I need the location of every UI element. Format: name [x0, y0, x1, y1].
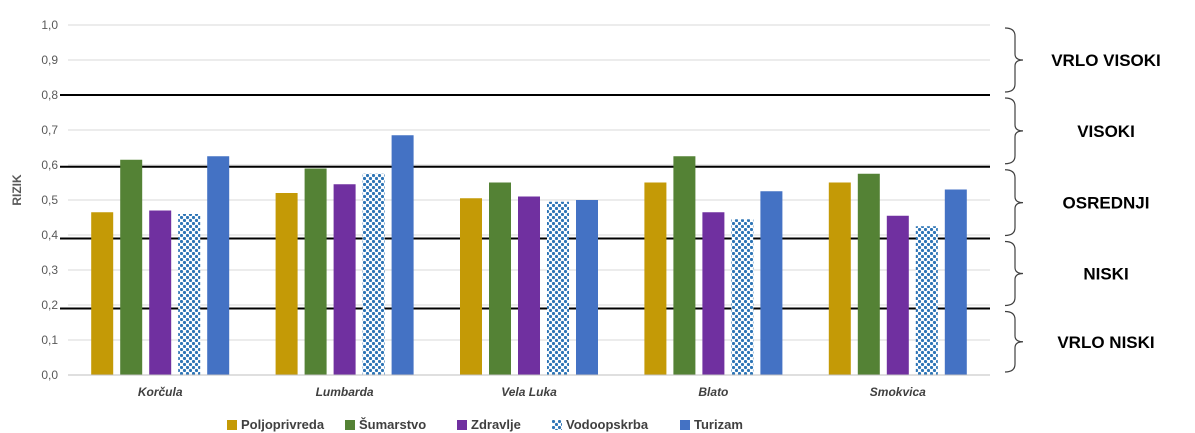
legend-swatch-vodoopskrba [552, 420, 562, 430]
bar-vodoopskrba [178, 214, 201, 375]
y-tick-label: 0,5 [41, 193, 58, 207]
zone-label: NISKI [1083, 265, 1128, 284]
bar-poljoprivreda [644, 182, 667, 375]
bar-zdravlje [702, 212, 725, 375]
legend-label: Poljoprivreda [241, 417, 325, 432]
bar-šumarstvo [489, 182, 511, 375]
zone-brace [1004, 27, 1024, 93]
bar-zdravlje [149, 210, 172, 375]
bar-poljoprivreda [828, 182, 851, 375]
zone-label: VRLO NISKI [1057, 333, 1154, 352]
bar-zdravlje [518, 196, 540, 375]
zone-label: VISOKI [1077, 122, 1135, 141]
y-tick-label: 0,7 [41, 123, 58, 137]
bar-šumarstvo [120, 159, 143, 375]
zone-brace [1004, 310, 1024, 373]
bar-turizam [207, 156, 230, 375]
bar-zdravlje [333, 184, 356, 375]
axes: 0,0 0,1 0,2 0,3 0,4 0,5 0,6 0,7 0,8 0,9 1,0 Korčula… [41, 18, 990, 399]
y-tick-label: 0,4 [41, 228, 58, 242]
y-tick-label: 0,3 [41, 263, 58, 277]
legend-swatch-turizam [680, 420, 690, 430]
legend: Poljoprivreda Šumarstvo Zdravlje Vodoopskrb… [227, 417, 743, 432]
legend-swatch-šumarstvo [345, 420, 355, 430]
y-tick-label: 0,0 [41, 368, 58, 382]
bar-vodoopskrba [547, 201, 569, 375]
bar-poljoprivreda [91, 212, 114, 375]
legend-label: Šumarstvo [359, 417, 426, 432]
legend-label: Zdravlje [471, 417, 521, 432]
y-axis-label: RIZIK [10, 174, 24, 206]
y-tick-label: 0,6 [41, 158, 58, 172]
legend-swatch-poljoprivreda [227, 420, 237, 430]
bar-vodoopskrba [362, 173, 385, 375]
x-category-label: Vela Luka [501, 385, 557, 399]
bar-šumarstvo [673, 156, 696, 375]
bar-turizam [760, 191, 783, 375]
bar-vodoopskrba [731, 219, 754, 375]
legend-label: Turizam [694, 417, 743, 432]
bar-turizam [391, 135, 414, 375]
bar-šumarstvo [857, 173, 880, 375]
y-tick-label: 0,9 [41, 53, 58, 67]
risk-zones: VRLO VISOKI VISOKI OSREDNJI NISKI VRLO NISKI [1004, 27, 1161, 373]
bar-turizam [576, 200, 598, 375]
y-tick-label: 0,8 [41, 88, 58, 102]
bar-zdravlje [886, 215, 909, 375]
x-category-label: Blato [698, 385, 728, 399]
x-category-label: Korčula [138, 385, 183, 399]
zone-label: OSREDNJI [1063, 194, 1150, 213]
zone-brace [1004, 97, 1024, 165]
bar-vodoopskrba [915, 226, 938, 375]
y-tick-label: 0,1 [41, 333, 58, 347]
x-category-label: Smokvica [870, 385, 926, 399]
bar-šumarstvo [304, 168, 327, 375]
bar-poljoprivreda [275, 193, 298, 375]
bar-turizam [944, 189, 967, 375]
legend-swatch-zdravlje [457, 420, 467, 430]
y-tick-label: 1,0 [41, 18, 58, 32]
bar-poljoprivreda [460, 198, 482, 375]
x-category-label: Lumbarda [316, 385, 374, 399]
legend-label: Vodoopskrba [566, 417, 649, 432]
zone-label: VRLO VISOKI [1051, 51, 1161, 70]
zone-brace [1004, 240, 1024, 307]
y-tick-label: 0,2 [41, 298, 58, 312]
zone-brace [1004, 169, 1024, 237]
bars [91, 135, 967, 375]
